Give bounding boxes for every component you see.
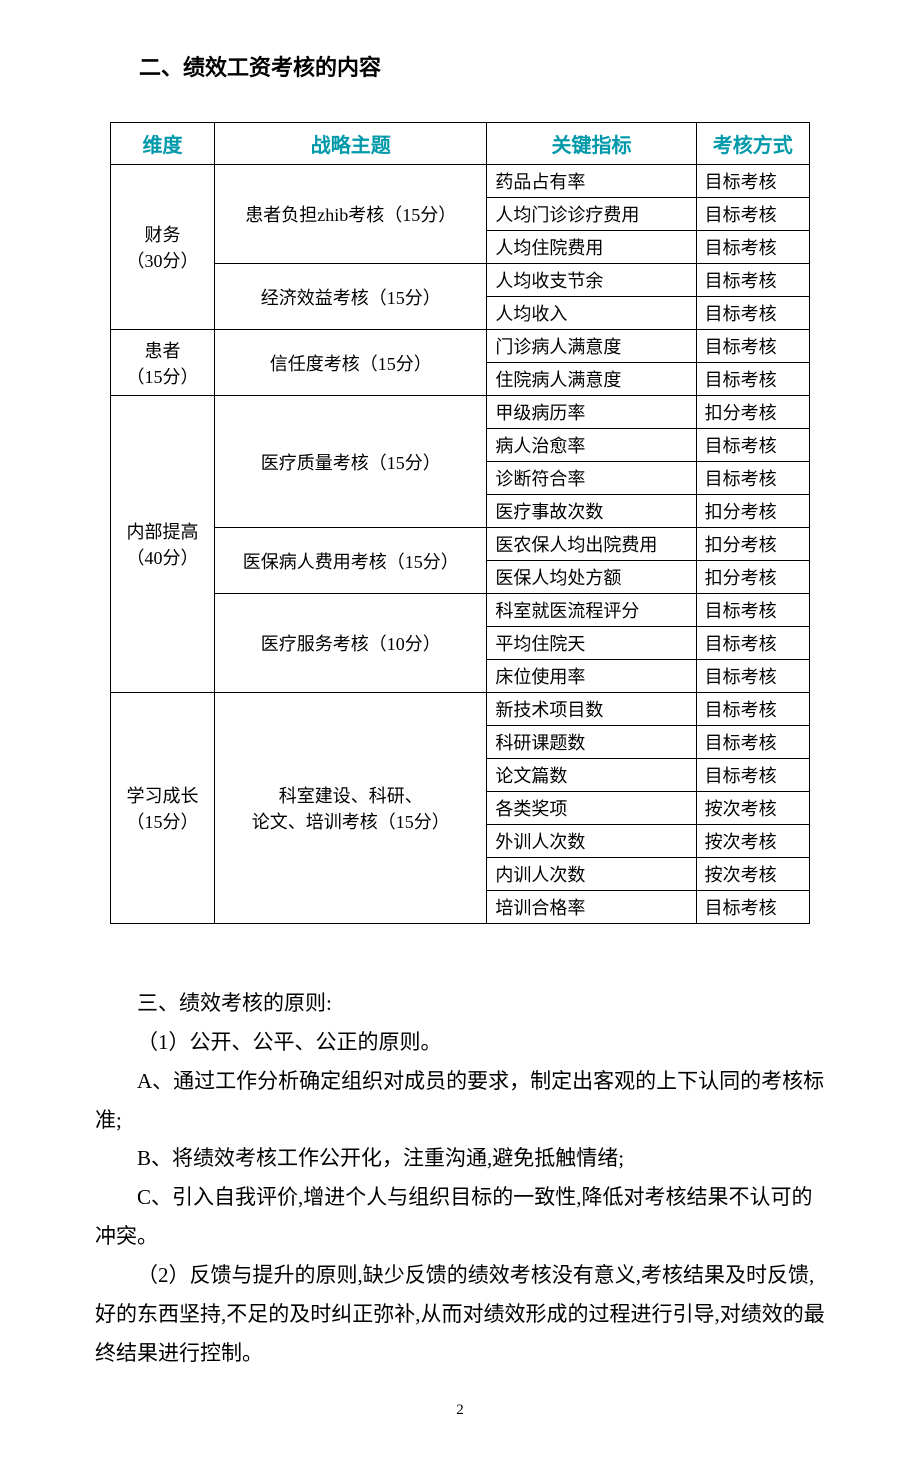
cell-theme: 科室建设、科研、 论文、培训考核（15分） bbox=[215, 693, 487, 924]
cell-theme: 医保病人费用考核（15分） bbox=[215, 528, 487, 594]
table-row: 医疗服务考核（10分）科室就医流程评分目标考核 bbox=[111, 594, 810, 627]
body-paragraph: （1）公开、公平、公正的原则。 bbox=[95, 1023, 825, 1062]
body-paragraph: A、通过工作分析确定组织对成员的要求，制定出客观的上下认同的考核标准; bbox=[95, 1062, 825, 1140]
cell-mode: 按次考核 bbox=[696, 858, 809, 891]
cell-theme: 经济效益考核（15分） bbox=[215, 264, 487, 330]
cell-indicator: 诊断符合率 bbox=[487, 462, 696, 495]
cell-mode: 目标考核 bbox=[696, 594, 809, 627]
cell-mode: 目标考核 bbox=[696, 165, 809, 198]
table-row: 内部提高 （40分）医疗质量考核（15分）甲级病历率扣分考核 bbox=[111, 396, 810, 429]
cell-mode: 目标考核 bbox=[696, 231, 809, 264]
cell-theme: 医疗质量考核（15分） bbox=[215, 396, 487, 528]
cell-dimension: 患者 （15分） bbox=[111, 330, 215, 396]
cell-mode: 扣分考核 bbox=[696, 495, 809, 528]
table-row: 医保病人费用考核（15分）医农保人均出院费用扣分考核 bbox=[111, 528, 810, 561]
header-dimension: 维度 bbox=[111, 123, 215, 165]
cell-dimension: 内部提高 （40分） bbox=[111, 396, 215, 693]
cell-mode: 目标考核 bbox=[696, 363, 809, 396]
cell-indicator: 内训人次数 bbox=[487, 858, 696, 891]
table-row: 学习成长 （15分）科室建设、科研、 论文、培训考核（15分）新技术项目数目标考… bbox=[111, 693, 810, 726]
header-theme: 战略主题 bbox=[215, 123, 487, 165]
body-paragraph: B、将绩效考核工作公开化，注重沟通,避免抵触情绪; bbox=[95, 1139, 825, 1178]
cell-indicator: 医保人均处方额 bbox=[487, 561, 696, 594]
cell-theme: 患者负担zhib考核（15分） bbox=[215, 165, 487, 264]
cell-indicator: 人均收入 bbox=[487, 297, 696, 330]
cell-indicator: 医疗事故次数 bbox=[487, 495, 696, 528]
cell-mode: 目标考核 bbox=[696, 759, 809, 792]
cell-indicator: 科室就医流程评分 bbox=[487, 594, 696, 627]
cell-mode: 按次考核 bbox=[696, 792, 809, 825]
cell-dimension: 财务 （30分） bbox=[111, 165, 215, 330]
table-header-row: 维度 战略主题 关键指标 考核方式 bbox=[111, 123, 810, 165]
section-2-title: 二、绩效工资考核的内容 bbox=[95, 50, 825, 82]
body-paragraph: C、引入自我评价,增进个人与组织目标的一致性,降低对考核结果不认可的冲突。 bbox=[95, 1178, 825, 1256]
cell-mode: 目标考核 bbox=[696, 660, 809, 693]
section-3-title: 三、绩效考核的原则: bbox=[95, 984, 825, 1023]
cell-mode: 扣分考核 bbox=[696, 528, 809, 561]
table-row: 财务 （30分）患者负担zhib考核（15分）药品占有率目标考核 bbox=[111, 165, 810, 198]
body-paragraph: （2）反馈与提升的原则,缺少反馈的绩效考核没有意义,考核结果及时反馈,好的东西坚… bbox=[95, 1256, 825, 1373]
cell-dimension: 学习成长 （15分） bbox=[111, 693, 215, 924]
cell-mode: 目标考核 bbox=[696, 330, 809, 363]
cell-mode: 目标考核 bbox=[696, 627, 809, 660]
cell-mode: 按次考核 bbox=[696, 825, 809, 858]
cell-mode: 目标考核 bbox=[696, 264, 809, 297]
cell-indicator: 科研课题数 bbox=[487, 726, 696, 759]
cell-indicator: 人均门诊诊疗费用 bbox=[487, 198, 696, 231]
cell-mode: 目标考核 bbox=[696, 297, 809, 330]
cell-indicator: 床位使用率 bbox=[487, 660, 696, 693]
cell-mode: 扣分考核 bbox=[696, 561, 809, 594]
assessment-table: 维度 战略主题 关键指标 考核方式 财务 （30分）患者负担zhib考核（15分… bbox=[110, 122, 810, 924]
cell-indicator: 人均住院费用 bbox=[487, 231, 696, 264]
cell-mode: 目标考核 bbox=[696, 198, 809, 231]
cell-indicator: 各类奖项 bbox=[487, 792, 696, 825]
cell-indicator: 人均收支节余 bbox=[487, 264, 696, 297]
cell-indicator: 平均住院天 bbox=[487, 627, 696, 660]
cell-indicator: 外训人次数 bbox=[487, 825, 696, 858]
cell-mode: 目标考核 bbox=[696, 891, 809, 924]
cell-indicator: 门诊病人满意度 bbox=[487, 330, 696, 363]
cell-theme: 信任度考核（15分） bbox=[215, 330, 487, 396]
cell-indicator: 甲级病历率 bbox=[487, 396, 696, 429]
cell-indicator: 住院病人满意度 bbox=[487, 363, 696, 396]
cell-mode: 目标考核 bbox=[696, 693, 809, 726]
cell-theme: 医疗服务考核（10分） bbox=[215, 594, 487, 693]
cell-indicator: 病人治愈率 bbox=[487, 429, 696, 462]
cell-mode: 目标考核 bbox=[696, 462, 809, 495]
table-row: 患者 （15分）信任度考核（15分）门诊病人满意度目标考核 bbox=[111, 330, 810, 363]
cell-mode: 目标考核 bbox=[696, 726, 809, 759]
cell-mode: 扣分考核 bbox=[696, 396, 809, 429]
page-number: 2 bbox=[95, 1402, 825, 1419]
table-row: 经济效益考核（15分）人均收支节余目标考核 bbox=[111, 264, 810, 297]
cell-mode: 目标考核 bbox=[696, 429, 809, 462]
header-mode: 考核方式 bbox=[696, 123, 809, 165]
cell-indicator: 论文篇数 bbox=[487, 759, 696, 792]
cell-indicator: 医农保人均出院费用 bbox=[487, 528, 696, 561]
cell-indicator: 药品占有率 bbox=[487, 165, 696, 198]
cell-indicator: 新技术项目数 bbox=[487, 693, 696, 726]
cell-indicator: 培训合格率 bbox=[487, 891, 696, 924]
header-indicator: 关键指标 bbox=[487, 123, 696, 165]
